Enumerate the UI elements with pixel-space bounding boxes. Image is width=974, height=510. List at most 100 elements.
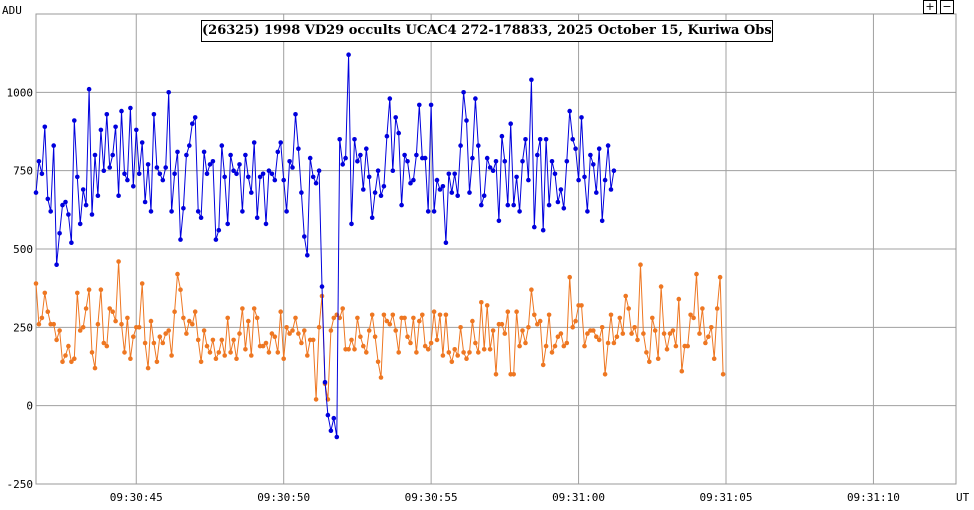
grid-lines <box>36 14 956 485</box>
data-point <box>63 199 68 205</box>
data-point <box>535 152 540 158</box>
data-point <box>116 259 121 264</box>
chart-title: (26325) 1998 VD29 occults UCAC4 272-1788… <box>201 20 773 42</box>
x-axis-label: UT <box>956 491 970 504</box>
data-point <box>95 321 101 327</box>
data-point <box>287 331 292 336</box>
data-point <box>254 215 260 220</box>
data-point <box>243 152 248 158</box>
data-point <box>481 347 487 352</box>
data-point <box>249 353 254 358</box>
data-point <box>378 375 384 380</box>
data-point <box>263 340 269 346</box>
data-point <box>402 315 407 321</box>
data-point <box>552 343 558 349</box>
data-point <box>142 199 148 205</box>
data-point <box>520 159 525 164</box>
data-point <box>337 137 343 142</box>
data-point <box>502 331 508 336</box>
zoom-out-button[interactable]: − <box>940 0 954 14</box>
data-point <box>201 328 207 333</box>
data-point <box>461 90 466 95</box>
data-point <box>523 137 528 142</box>
data-point <box>131 184 136 189</box>
data-point <box>576 177 581 183</box>
data-point <box>517 343 522 349</box>
data-point <box>305 253 310 258</box>
data-point <box>307 155 313 161</box>
data-point <box>299 190 304 195</box>
data-point <box>313 180 319 186</box>
data-point <box>366 174 372 180</box>
data-point <box>278 309 284 315</box>
data-point <box>131 334 136 340</box>
data-point <box>714 306 720 311</box>
data-point <box>647 359 652 365</box>
data-point <box>505 202 511 208</box>
data-point <box>281 356 287 362</box>
data-point <box>570 137 575 142</box>
data-point <box>83 306 89 311</box>
data-point <box>641 331 646 336</box>
data-point <box>558 187 564 192</box>
data-point <box>493 159 499 164</box>
data-point <box>195 337 201 343</box>
data-point <box>449 359 455 365</box>
data-point <box>452 171 458 177</box>
data-point <box>322 379 328 385</box>
data-point <box>207 162 213 167</box>
data-point <box>709 325 714 330</box>
data-point <box>464 356 469 362</box>
zoom-in-button[interactable]: + <box>923 0 937 14</box>
data-point <box>296 146 301 151</box>
data-point <box>372 190 378 195</box>
data-point <box>685 343 690 349</box>
data-point <box>166 328 171 333</box>
data-point <box>611 168 617 173</box>
data-point <box>198 215 204 220</box>
data-point <box>136 325 142 330</box>
data-point <box>405 334 410 340</box>
data-point <box>717 274 723 280</box>
data-point <box>80 325 86 330</box>
data-point <box>172 309 177 315</box>
data-point <box>673 343 679 349</box>
data-point <box>101 168 107 173</box>
data-point <box>652 328 658 333</box>
data-point <box>514 309 519 315</box>
data-point <box>51 321 56 327</box>
x-tick-label: 09:31:05 <box>700 491 753 504</box>
data-point <box>299 340 304 346</box>
data-point <box>502 159 508 164</box>
data-point <box>629 331 634 336</box>
data-point <box>434 337 440 343</box>
data-point <box>558 331 564 336</box>
y-tick-label: 0 <box>26 400 33 413</box>
data-point <box>620 331 626 336</box>
data-point <box>496 218 502 224</box>
data-point <box>86 86 92 92</box>
data-point <box>529 77 534 83</box>
data-point <box>390 168 396 173</box>
data-point <box>187 318 192 324</box>
data-point <box>249 190 254 195</box>
data-point <box>411 177 416 183</box>
data-point <box>302 234 307 239</box>
data-point <box>192 309 198 315</box>
data-point <box>225 315 230 321</box>
data-point <box>190 121 195 126</box>
data-point <box>48 209 53 214</box>
data-point <box>278 140 284 145</box>
data-point <box>420 312 425 318</box>
data-point <box>251 140 257 145</box>
data-point <box>293 112 298 117</box>
data-point <box>352 347 357 352</box>
data-point <box>537 318 543 324</box>
data-point <box>305 353 310 358</box>
data-point <box>599 325 605 330</box>
data-point <box>511 372 516 377</box>
data-point <box>694 271 699 277</box>
data-point <box>169 209 174 214</box>
data-point <box>352 137 357 142</box>
data-point <box>582 174 587 180</box>
